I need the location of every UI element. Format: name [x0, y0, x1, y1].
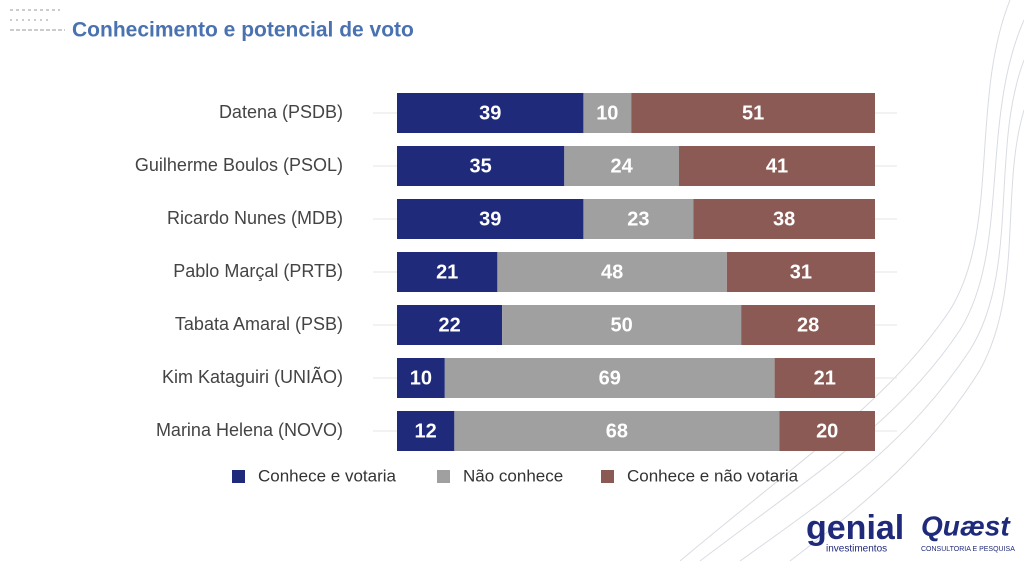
category-label: Pablo Marçal (PRTB) [173, 261, 343, 281]
data-label: 10 [596, 102, 618, 124]
decoration [679, 0, 1024, 561]
legend-swatch [601, 470, 614, 483]
data-label: 39 [479, 208, 501, 230]
data-label: 38 [773, 208, 795, 230]
bar-segment [444, 358, 775, 398]
data-label: 28 [797, 314, 819, 336]
logo-text: Quæst [921, 510, 1011, 541]
data-label: 24 [611, 155, 634, 177]
category-label: Kim Kataguiri (UNIÃO) [162, 366, 343, 387]
bar-segment [397, 411, 455, 451]
bar-segment [679, 146, 875, 186]
logo-text: genial [806, 509, 904, 547]
bar-segment [397, 305, 503, 345]
data-label: 68 [606, 420, 628, 442]
bar-segment [741, 305, 875, 345]
logo-text: CONSULTORIA E PESQUISA [921, 546, 1015, 553]
legend-swatch [232, 470, 245, 483]
data-label: 12 [415, 420, 437, 442]
logo-genial: genial investimentos [806, 509, 904, 555]
bar-segment [564, 146, 680, 186]
bar-segment [397, 199, 584, 239]
bar-segment [397, 358, 445, 398]
bar-segment [397, 146, 565, 186]
data-label: 35 [470, 155, 492, 177]
data-label: 69 [599, 367, 621, 389]
data-label: 51 [742, 102, 764, 124]
bar-segment [454, 411, 780, 451]
data-label: 23 [627, 208, 649, 230]
bar-segment [583, 199, 694, 239]
bar-segment [693, 199, 875, 239]
data-label: 31 [790, 261, 812, 283]
category-label: Ricardo Nunes (MDB) [167, 208, 343, 228]
data-label: 20 [816, 420, 838, 442]
category-label: Tabata Amaral (PSB) [175, 314, 343, 334]
data-label: 21 [814, 367, 836, 389]
corner-mark [10, 9, 65, 31]
category-label: Datena (PSDB) [219, 102, 343, 122]
logo-text: investimentos [826, 544, 887, 555]
data-label: 21 [436, 261, 458, 283]
bar-segment [397, 93, 584, 133]
bar-segment [774, 358, 875, 398]
category-label: Marina Helena (NOVO) [156, 420, 343, 440]
bar-segment [726, 252, 875, 292]
bar-segment [583, 93, 632, 133]
chart-title: Conhecimento e potencial de voto [72, 19, 414, 42]
legend-swatch [437, 470, 450, 483]
logo-quaest: Quæst CONSULTORIA E PESQUISA [921, 510, 1015, 552]
legend-label: Conhece e votaria [258, 466, 397, 485]
data-label: 48 [601, 261, 623, 283]
data-label: 39 [479, 102, 501, 124]
data-label: 50 [611, 314, 633, 336]
data-label: 22 [438, 314, 460, 336]
data-label: 10 [410, 367, 432, 389]
category-label: Guilherme Boulos (PSOL) [135, 155, 343, 175]
legend-label: Conhece e não votaria [627, 466, 799, 485]
data-label: 41 [766, 155, 788, 177]
bar-segment [497, 252, 727, 292]
bar-segment [779, 411, 875, 451]
bar-segment [631, 93, 875, 133]
bar-segment [397, 252, 498, 292]
bar-segment [502, 305, 742, 345]
legend-label: Não conhece [463, 466, 563, 485]
